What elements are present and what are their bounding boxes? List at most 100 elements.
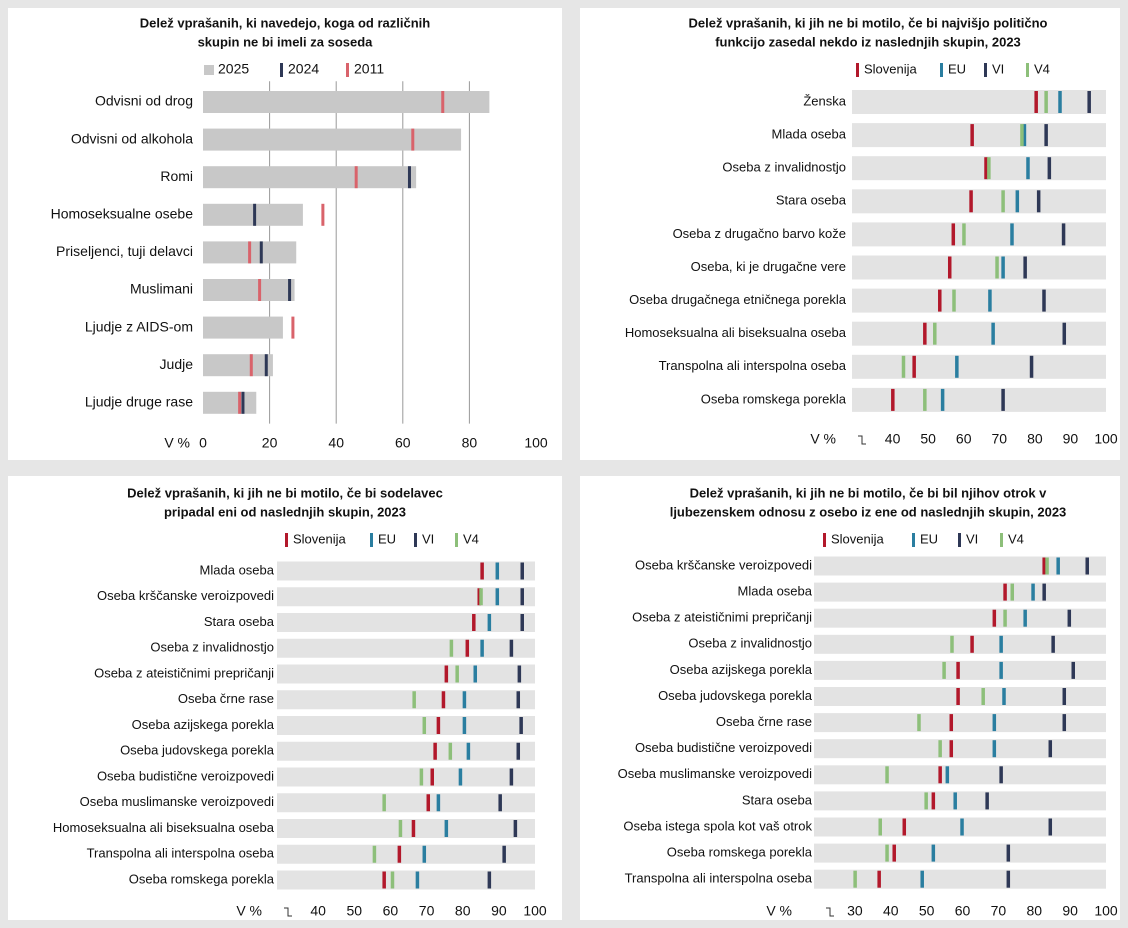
row-band: [852, 255, 1106, 280]
dot-marker: [1003, 583, 1007, 601]
dot-marker: [1085, 557, 1089, 575]
category-label: Oseba romskega porekla: [701, 391, 847, 406]
dot-marker: [938, 740, 942, 758]
dot-marker: [917, 714, 921, 732]
legend-label: Slovenija: [293, 531, 347, 546]
chart-title: skupin ne bi imeli za soseda: [198, 34, 374, 49]
dot-marker: [1047, 157, 1052, 180]
dot-marker: [372, 845, 377, 863]
row-band: [852, 222, 1106, 247]
dot-marker: [885, 766, 889, 784]
dot-marker: [466, 742, 471, 760]
dot-marker: [1034, 91, 1038, 113]
dot-marker: [1044, 124, 1048, 147]
dot-marker: [1056, 557, 1060, 575]
dot-marker: [945, 766, 950, 784]
dot-marker: [987, 157, 991, 180]
category-label: Oseba romskega porekla: [667, 845, 813, 860]
dot-marker: [970, 635, 974, 653]
row-band: [814, 582, 1106, 602]
dot-marker: [419, 768, 424, 786]
legend-label: EU: [378, 531, 396, 546]
legend-label: EU: [920, 531, 938, 546]
category-label: Oseba budistične veroizpovedi: [97, 768, 274, 783]
tick-marker: [241, 391, 245, 414]
category-label: Mlada oseba: [738, 584, 813, 599]
x-tick-label: 60: [955, 903, 971, 919]
dot-marker: [891, 388, 895, 411]
dot-marker: [885, 844, 889, 862]
row-band: [277, 638, 535, 658]
dot-marker: [962, 223, 966, 246]
dot-marker: [953, 792, 957, 810]
x-tick-label: 100: [1094, 431, 1118, 447]
category-label: Romi: [160, 168, 193, 184]
dot-marker: [970, 124, 974, 147]
x-tick-label: 50: [346, 903, 362, 919]
dot-marker: [1042, 557, 1046, 575]
dot-marker: [853, 870, 857, 888]
dot-marker: [1003, 609, 1007, 627]
dot-marker: [1051, 635, 1055, 653]
category-label: Oseba muslimanske veroizpovedi: [618, 766, 812, 781]
row-band: [277, 716, 535, 735]
x-axis-label: V %: [236, 903, 262, 919]
x-tick-label: 40: [328, 435, 344, 451]
row-band: [852, 288, 1106, 313]
dot-marker: [985, 792, 989, 810]
x-tick-label: 50: [920, 431, 936, 447]
x-tick-label: 100: [524, 435, 548, 451]
category-label: Ženska: [803, 93, 846, 108]
chart-title: Delež vprašanih, ki navedejo, koga od ra…: [140, 15, 430, 30]
dot-marker: [956, 661, 960, 679]
dot-marker: [938, 766, 942, 784]
chart-title: Delež vprašanih, ki jih ne bi motilo, če…: [688, 15, 1047, 30]
tick-marker: [253, 203, 257, 226]
dot-marker: [436, 717, 441, 734]
dot-marker: [412, 691, 416, 709]
dot-marker: [422, 845, 427, 863]
legend-swatch: [940, 63, 943, 77]
row-band: [814, 634, 1106, 654]
dot-marker: [877, 870, 881, 888]
dot-marker: [455, 665, 459, 683]
row-band: [852, 189, 1106, 214]
x-tick-label: 0: [199, 435, 207, 451]
bar: [203, 128, 462, 151]
dot-marker: [390, 871, 395, 889]
dot-marker: [516, 691, 521, 709]
dot-marker: [441, 691, 446, 709]
legend-swatch: [856, 63, 859, 77]
dot-marker: [931, 792, 936, 810]
x-tick-label: 80: [1027, 431, 1043, 447]
category-label: Oseba črne rase: [178, 691, 274, 706]
category-label: Oseba romskega porekla: [129, 871, 275, 886]
dot-marker: [480, 562, 484, 580]
dot-marker: [487, 871, 492, 889]
dot-marker: [969, 190, 973, 213]
dot-marker: [517, 665, 522, 683]
dot-marker: [465, 639, 470, 657]
dot-marker: [1023, 256, 1027, 279]
bar: [203, 203, 303, 226]
chart-title: ljubezenskem odnosu z osebo iz ene od na…: [670, 504, 1067, 519]
tick-marker: [291, 316, 295, 339]
dot-marker: [472, 614, 476, 631]
tick-marker: [259, 241, 263, 264]
x-tick-label: 60: [956, 431, 972, 447]
row-band: [814, 713, 1106, 733]
dot-marker: [1062, 322, 1067, 345]
category-label: Homoseksualne osebe: [51, 206, 194, 222]
legend-swatch: [912, 533, 915, 547]
x-tick-label: 80: [1026, 903, 1042, 919]
chart-title: funkcijo zasedal nekdo iz naslednjih sku…: [715, 34, 1021, 49]
dot-marker: [382, 871, 386, 889]
category-label: Stara oseba: [204, 614, 275, 629]
x-tick-label: 90: [1063, 431, 1079, 447]
row-band: [852, 90, 1106, 114]
dot-marker: [1042, 289, 1046, 312]
dot-marker: [520, 562, 524, 580]
legend-label: V4: [463, 531, 479, 546]
x-tick-label: 80: [462, 435, 478, 451]
